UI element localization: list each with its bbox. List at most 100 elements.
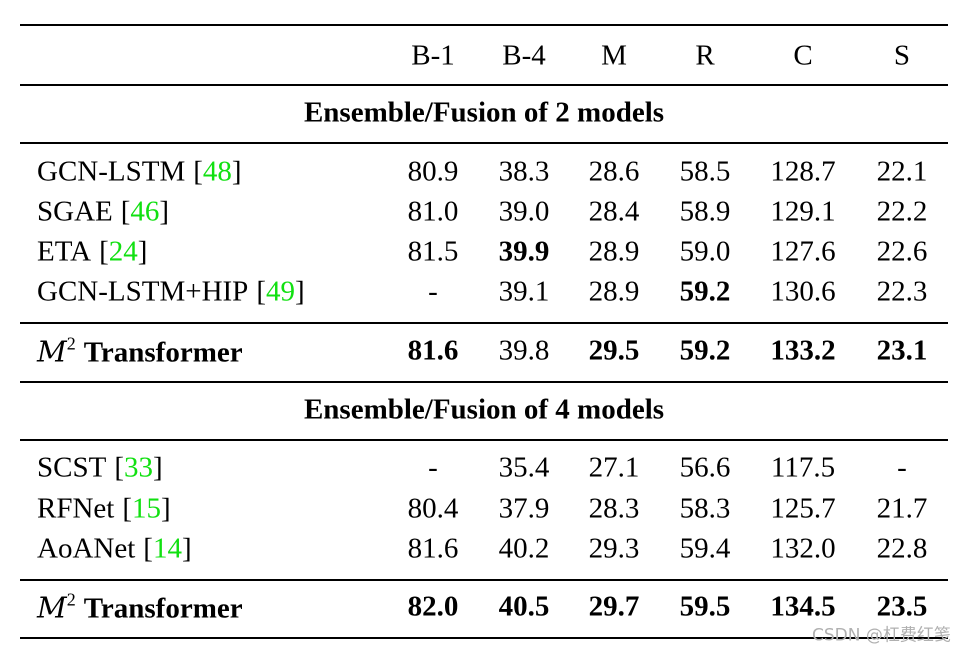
row-label: M2 Transformer <box>37 335 243 368</box>
cell: 56.6 <box>679 451 731 484</box>
cell: 28.9 <box>588 275 640 308</box>
row-label: GCN-LSTM [48] <box>37 155 242 188</box>
cell: 39.1 <box>498 275 550 308</box>
cell: 28.6 <box>588 155 640 188</box>
cell: 59.5 <box>679 590 731 623</box>
citation: [46] <box>120 195 170 228</box>
model-name: SCST <box>37 451 107 484</box>
cell: 80.4 <box>407 492 459 525</box>
cell: 22.6 <box>876 235 928 268</box>
cell: 81.6 <box>407 334 459 367</box>
cell: 35.4 <box>498 451 550 484</box>
cell: 81.5 <box>407 235 459 268</box>
cell: 59.4 <box>679 532 731 565</box>
row-label: SGAE [46] <box>37 195 170 228</box>
cell: 40.5 <box>498 590 550 623</box>
cell: 29.3 <box>588 532 640 565</box>
rule <box>20 84 948 86</box>
cell: 58.9 <box>679 195 731 228</box>
rule <box>20 142 948 144</box>
cell: 28.4 <box>588 195 640 228</box>
cell: 80.9 <box>407 155 459 188</box>
model-name: GCN-LSTM <box>37 155 186 188</box>
column-header: C <box>793 39 813 72</box>
row-label: M2 Transformer <box>37 591 243 624</box>
watermark: CSDN @杠费红笺 <box>812 625 951 646</box>
rule <box>20 439 948 441</box>
cell: 22.1 <box>876 155 928 188</box>
superscript: 2 <box>66 589 76 610</box>
cell: 39.9 <box>498 235 550 268</box>
rule <box>20 579 948 581</box>
row-label: ETA [24] <box>37 235 148 268</box>
cell: 134.5 <box>770 590 836 623</box>
cell: 59.2 <box>679 275 731 308</box>
cell: 81.6 <box>407 532 459 565</box>
section-title: Ensemble/Fusion of 4 models <box>303 393 665 426</box>
symbol: M <box>37 334 67 369</box>
column-header: S <box>893 39 911 72</box>
cell: 29.7 <box>588 590 640 623</box>
model-name: GCN-LSTM+HIP <box>37 275 249 308</box>
model-name: ETA <box>37 235 92 268</box>
cell: 22.3 <box>876 275 928 308</box>
rule <box>20 637 948 639</box>
citation: [24] <box>99 235 148 268</box>
model-name: SGAE <box>37 195 113 228</box>
cell: 38.3 <box>498 155 550 188</box>
column-header: B-4 <box>502 39 546 72</box>
cell: 58.5 <box>679 155 731 188</box>
column-header: R <box>695 39 715 72</box>
citation: [33] <box>114 451 163 484</box>
cell: 117.5 <box>770 451 836 484</box>
cell: 59.0 <box>679 235 731 268</box>
model-name: Transformer <box>83 336 243 369</box>
cell: 23.5 <box>876 590 928 623</box>
superscript: 2 <box>66 333 76 354</box>
cell: - <box>428 275 438 308</box>
cell: 58.3 <box>679 492 731 525</box>
cell: 40.2 <box>498 532 550 565</box>
citation: [14] <box>143 532 192 565</box>
citation: [48] <box>193 155 242 188</box>
row-label: AoANet [14] <box>37 532 192 565</box>
cell: 23.1 <box>876 334 928 367</box>
column-header: B-1 <box>411 39 455 72</box>
cell: 39.8 <box>498 334 550 367</box>
column-header: M <box>601 39 627 72</box>
cell: - <box>428 451 438 484</box>
cell: 133.2 <box>770 334 836 367</box>
cell: 27.1 <box>588 451 640 484</box>
cell: 21.7 <box>876 492 928 525</box>
model-name: Transformer <box>83 592 243 625</box>
cell: 39.0 <box>498 195 550 228</box>
cell: 128.7 <box>770 155 836 188</box>
row-label: SCST [33] <box>37 451 163 484</box>
cell: - <box>897 451 907 484</box>
model-name: AoANet <box>37 532 136 565</box>
cell: 22.8 <box>876 532 928 565</box>
section-title: Ensemble/Fusion of 2 models <box>303 96 665 129</box>
cell: 82.0 <box>407 590 459 623</box>
cell: 22.2 <box>876 195 928 228</box>
model-name: RFNet <box>37 492 115 525</box>
citation: [15] <box>122 492 171 525</box>
cell: 28.9 <box>588 235 640 268</box>
cell: 127.6 <box>770 235 836 268</box>
row-label: RFNet [15] <box>37 492 171 525</box>
rule <box>20 322 948 324</box>
row-label: GCN-LSTM+HIP [49] <box>37 275 305 308</box>
rule <box>20 381 948 383</box>
cell: 28.3 <box>588 492 640 525</box>
cell: 29.5 <box>588 334 640 367</box>
cell: 37.9 <box>498 492 550 525</box>
cell: 132.0 <box>770 532 836 565</box>
cell: 125.7 <box>770 492 836 525</box>
cell: 129.1 <box>770 195 836 228</box>
citation: [49] <box>256 275 305 308</box>
cell: 59.2 <box>679 334 731 367</box>
rule <box>20 24 948 26</box>
cell: 81.0 <box>407 195 459 228</box>
cell: 130.6 <box>770 275 836 308</box>
